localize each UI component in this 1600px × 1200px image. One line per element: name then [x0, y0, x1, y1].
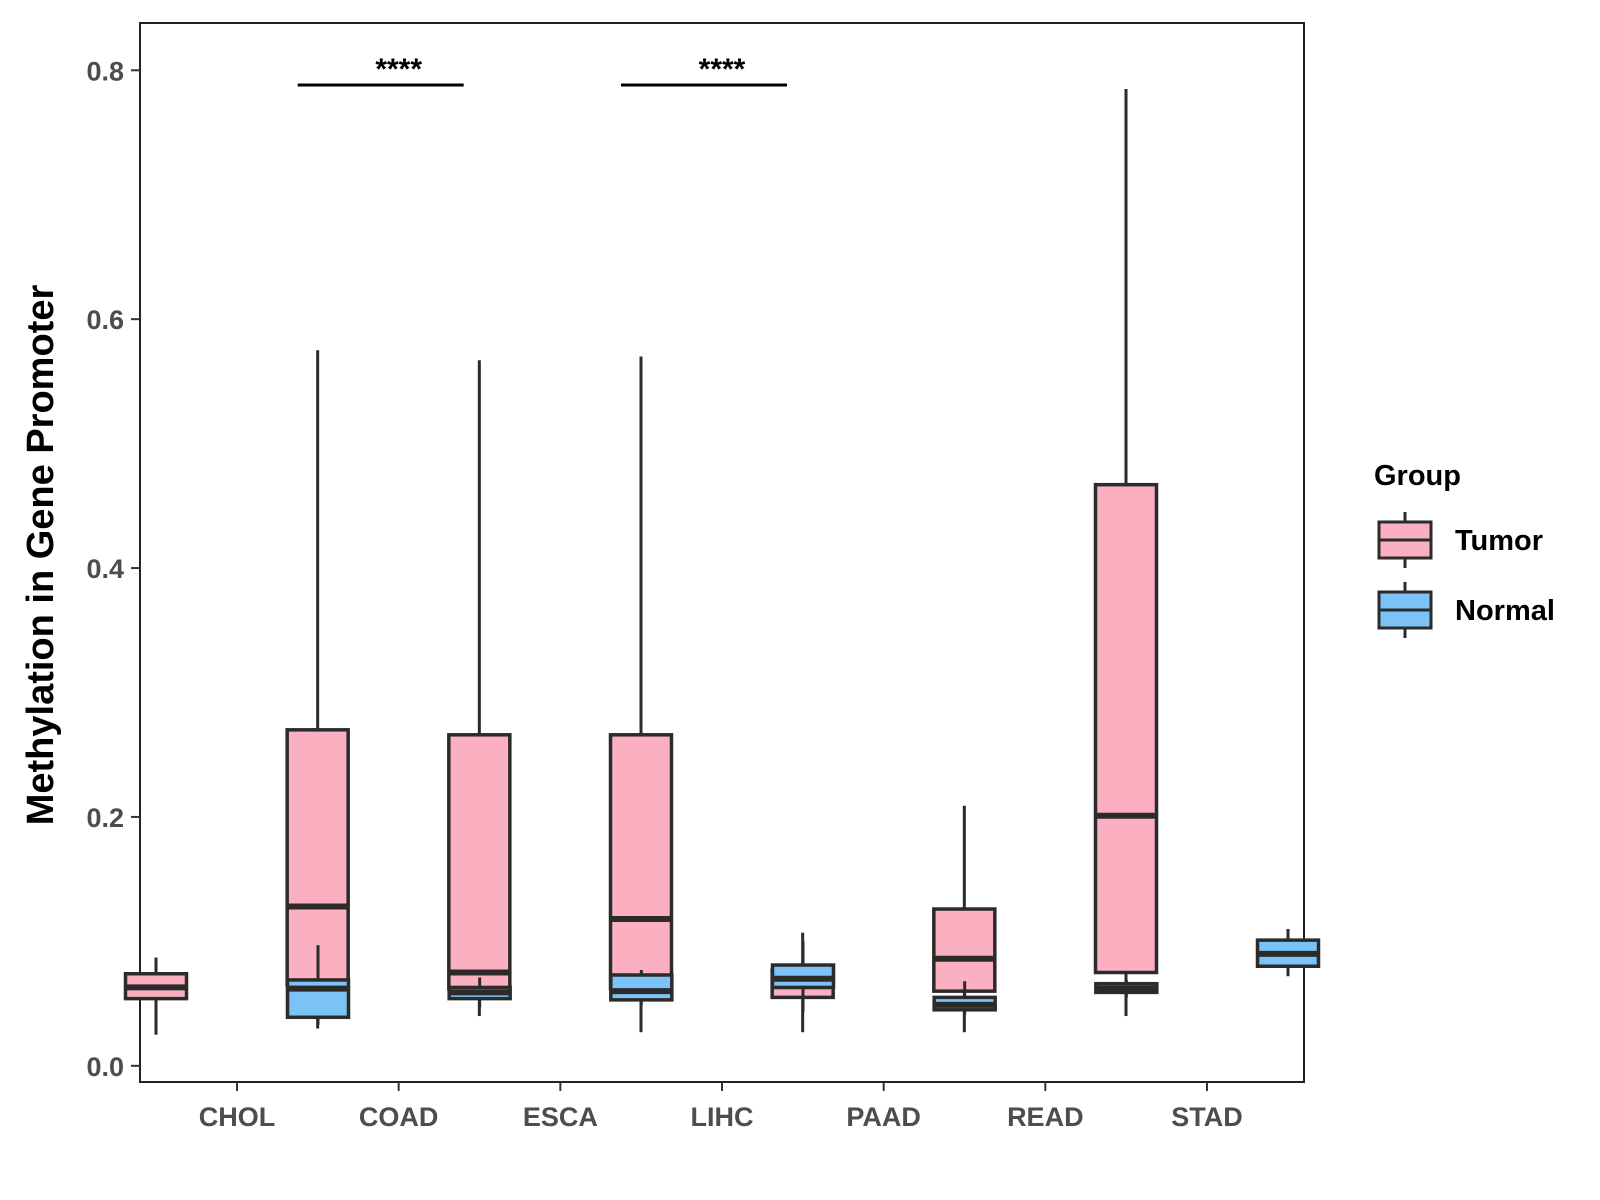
box-body [285, 728, 350, 987]
box-tumor-chol [123, 957, 189, 1035]
box-body [609, 973, 674, 1002]
legend-title: Group [1374, 460, 1461, 492]
x-tick-label: CHOL [199, 1102, 276, 1132]
y-tick-label: 0.4 [86, 554, 124, 584]
legend-item-normal: Normal [1377, 582, 1555, 638]
box-body [1093, 482, 1159, 975]
box-normal-paad [932, 981, 997, 1015]
box-body [285, 978, 351, 1020]
box-normal-read [1094, 979, 1159, 998]
box-body [447, 733, 512, 991]
legend-label-normal: Normal [1455, 595, 1555, 627]
x-tick-label: STAD [1171, 1102, 1243, 1132]
box-tumor-stad [1093, 88, 1159, 1017]
y-tick-label: 0.0 [86, 1052, 124, 1082]
box-normal-chol [285, 945, 351, 1025]
significance-label: **** [375, 53, 422, 86]
x-tick-label: PAAD [846, 1102, 921, 1132]
x-tick-label: COAD [359, 1102, 439, 1132]
box-tumor-lihc [608, 356, 674, 1033]
x-tick-label: LIHC [691, 1102, 754, 1132]
box-normal-esca [609, 970, 674, 1005]
plot-area: 0.0 0.2 0.4 0.6 0.8 CHOL COAD ESCA LIHC PAAD READ S… [86, 22, 1321, 1132]
legend: Group Tumor Normal [1374, 460, 1555, 638]
x-tick-label: READ [1007, 1102, 1084, 1132]
y-axis-title: Methylation in Gene Promoter [20, 285, 62, 826]
box-body [932, 907, 997, 993]
box-normal-coad [447, 977, 512, 1008]
legend-item-tumor: Tumor [1377, 512, 1543, 568]
y-tick-label: 0.2 [86, 803, 124, 833]
box-tumor-coad [285, 350, 350, 1029]
legend-label-tumor: Tumor [1455, 525, 1543, 557]
box-body [608, 733, 674, 991]
x-tick-label: ESCA [523, 1102, 598, 1132]
box-normal-lihc [770, 941, 836, 1013]
y-tick-label: 0.6 [86, 305, 124, 335]
y-tick-label: 0.8 [86, 56, 124, 86]
box-normal-stad [1255, 928, 1321, 977]
significance-label: **** [699, 53, 746, 86]
